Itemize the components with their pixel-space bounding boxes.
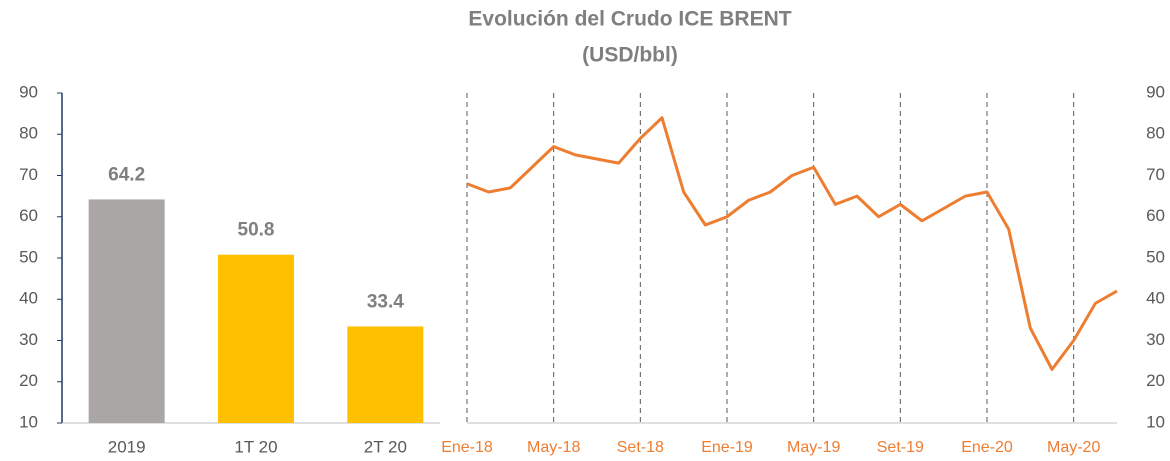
x-tick-label: May-18: [527, 439, 580, 456]
y-tick-label: 40: [19, 289, 38, 308]
bar: [218, 254, 294, 423]
x-tick-label: Set-18: [617, 439, 664, 456]
x-tick-label: May-19: [787, 439, 840, 456]
y2-tick-label: 70: [1146, 165, 1165, 184]
chart-subtitle: (USD/bbl): [582, 44, 678, 67]
y2-tick-label: 40: [1146, 289, 1165, 308]
bar: [88, 199, 165, 423]
y2-tick-label: 20: [1146, 371, 1165, 390]
x-tick-label: Ene-18: [441, 439, 493, 456]
y2-tick-label: 80: [1146, 124, 1165, 143]
x-tick-label: 2T 20: [364, 437, 407, 456]
value-label: 33.4: [367, 291, 404, 312]
y-tick-label: 10: [19, 412, 38, 431]
y-tick-label: 60: [19, 206, 38, 225]
x-tick-label: Ene-19: [701, 439, 753, 456]
x-tick-label: 2019: [108, 437, 146, 456]
x-tick-label: 1T 20: [234, 437, 277, 456]
y2-tick-label: 90: [1146, 82, 1165, 101]
y2-tick-label: 50: [1146, 247, 1165, 266]
x-tick-label: May-20: [1047, 439, 1100, 456]
y-tick-label: 30: [19, 330, 38, 349]
chart-title: Evolución del Crudo ICE BRENT: [468, 8, 791, 31]
bar: [347, 326, 424, 423]
line: [466, 116, 1118, 371]
x-tick-label: Set-19: [877, 439, 924, 456]
y-tick-label: 80: [19, 124, 38, 143]
y-tick-label: 70: [19, 165, 38, 184]
y-tick-label: 90: [19, 82, 38, 101]
y2-tick-label: 10: [1146, 412, 1165, 431]
y2-tick-label: 60: [1146, 206, 1165, 225]
value-label: 50.8: [238, 220, 275, 241]
value-label: 64.2: [108, 164, 145, 185]
x-tick-label: Ene-20: [961, 439, 1013, 456]
y-tick-label: 20: [19, 371, 38, 390]
y-tick-label: 50: [19, 247, 38, 266]
y2-tick-label: 30: [1146, 330, 1165, 349]
